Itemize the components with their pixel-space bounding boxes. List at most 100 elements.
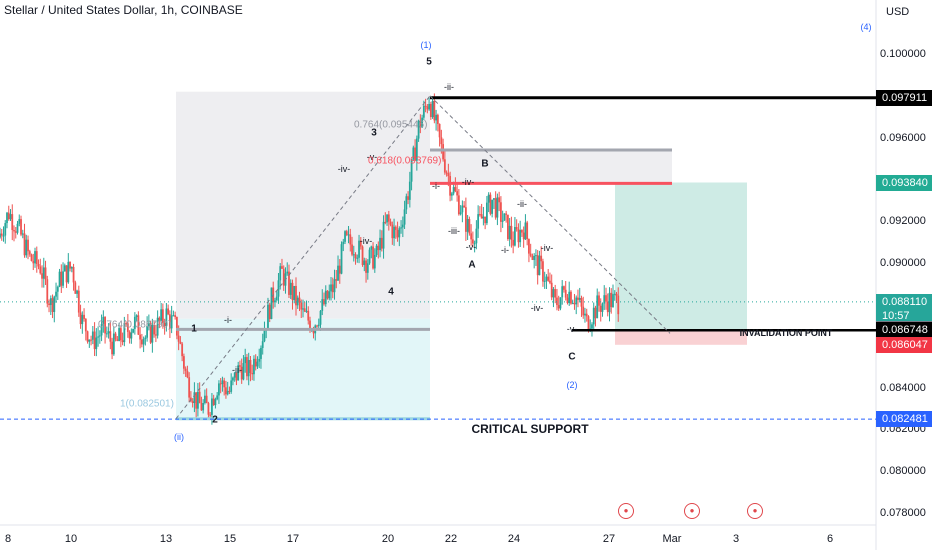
candle-body (556, 297, 558, 306)
candle-body (76, 290, 78, 294)
price-tag-value: 0.097911 (882, 91, 928, 104)
candle-body (585, 313, 588, 317)
candle-body (140, 339, 143, 345)
candle-body (67, 261, 70, 283)
candle-body (218, 383, 220, 396)
wave-label: -v- (465, 242, 477, 252)
candle-body (536, 255, 539, 276)
candle-body (356, 257, 359, 259)
candle-body (484, 216, 487, 224)
candle-body (384, 221, 387, 223)
wave-label: -iv- (540, 243, 554, 253)
candle-body (317, 324, 320, 327)
candle-body (121, 340, 124, 343)
candle-body (396, 229, 399, 238)
candle-body (368, 249, 371, 264)
candle-body (528, 239, 530, 254)
candle-body (361, 246, 364, 265)
wave-label: 2 (212, 414, 218, 426)
candle-body (221, 380, 224, 384)
wave-label: -ii- (517, 199, 527, 209)
candle-body (464, 207, 467, 232)
candle-body (109, 331, 112, 342)
candle-body (375, 245, 378, 255)
candle-body (316, 325, 318, 327)
candle-body (501, 220, 504, 222)
candle-body (133, 316, 136, 329)
time-tick-label: 17 (286, 533, 300, 545)
candle-body (181, 343, 184, 357)
fib-level-label: 0.618(0.093769) (368, 155, 442, 167)
candle-body (263, 330, 266, 342)
candle-body (471, 239, 474, 244)
candle-body (433, 100, 436, 121)
candle-body (48, 303, 50, 306)
candle-body (584, 313, 586, 316)
candle-body (440, 137, 443, 145)
us-flag-event-icon[interactable]: ● (618, 503, 634, 519)
candle-body (535, 255, 537, 257)
candle-body (118, 328, 120, 341)
candle-body (104, 316, 106, 334)
candle-body (466, 218, 469, 232)
candle-body (389, 221, 392, 225)
candle-body (393, 226, 395, 239)
candle-body (415, 138, 418, 161)
target-zone (615, 182, 747, 330)
us-flag-event-icon[interactable]: ● (747, 503, 763, 519)
candle-body (347, 234, 350, 236)
candle-body (344, 231, 346, 242)
candle-body (58, 271, 61, 287)
candle-body (125, 323, 128, 325)
candle-body (258, 358, 261, 362)
candle-body (566, 297, 569, 303)
candle-body (28, 251, 31, 255)
candle-body (130, 332, 133, 339)
wave-label: (2) (566, 380, 578, 390)
wave-label: C (568, 351, 576, 363)
candle-body (568, 291, 571, 303)
candle-body (398, 228, 401, 238)
candle-body (163, 322, 166, 327)
candle-body (326, 290, 329, 299)
candle-body (228, 390, 231, 392)
candle-body (338, 265, 341, 274)
time-tick-label: 3 (732, 533, 740, 545)
candle-body (193, 392, 196, 404)
candle-body (288, 271, 290, 295)
price-tag: 0.093840 (876, 174, 932, 191)
candle-body (65, 265, 68, 283)
candle-body (578, 298, 581, 300)
candle-body (86, 331, 89, 342)
candle-body (7, 212, 10, 220)
candle-body (69, 261, 71, 269)
candle-body (370, 246, 373, 250)
candle-body (405, 196, 408, 210)
candle-body (436, 114, 439, 124)
price-tag-countdown: 10:57 (882, 309, 910, 322)
candle-body (81, 314, 84, 325)
candle-body (463, 205, 466, 208)
candle-body (510, 225, 513, 240)
candle-body (477, 214, 480, 229)
candle-body (91, 331, 94, 340)
candle-body (142, 338, 145, 345)
candle-body (74, 282, 77, 294)
candle-body (233, 372, 236, 378)
invalidation-point-label: INVALIDATION POINT (739, 328, 833, 338)
candle-body (98, 335, 101, 337)
candle-body (251, 372, 254, 375)
candle-body (182, 356, 185, 369)
time-tick-label: 27 (602, 533, 616, 545)
candle-body (177, 335, 180, 342)
candle-body (100, 324, 103, 336)
us-flag-event-icon[interactable]: ● (684, 503, 700, 519)
candle-body (349, 234, 352, 245)
candle-body (594, 307, 597, 319)
time-tick-label: 6 (826, 533, 834, 545)
time-tick-label: 24 (507, 533, 521, 545)
candle-body (2, 235, 5, 237)
wave-label: (ii) (174, 432, 184, 442)
candle-body (419, 120, 422, 128)
